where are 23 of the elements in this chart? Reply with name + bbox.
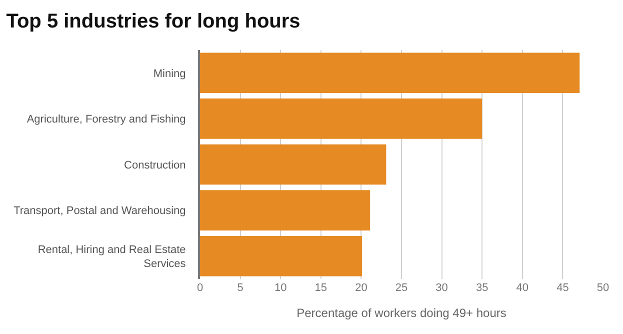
- x-tick-label: 25: [395, 282, 408, 294]
- y-tick-label: Mining: [153, 68, 186, 80]
- x-tick-label: 15: [314, 282, 328, 294]
- bar: [200, 236, 362, 276]
- x-tick-label: 20: [355, 282, 368, 294]
- x-tick-label: 35: [476, 282, 488, 294]
- bar: [200, 144, 386, 185]
- x-tick-label: 50: [596, 282, 610, 294]
- x-tick-label: 40: [516, 282, 529, 294]
- bar: [200, 52, 580, 94]
- bar: [200, 190, 370, 230]
- x-tick-label: 5: [237, 282, 244, 294]
- y-tick-label: Agriculture, Forestry and Fishing: [26, 114, 186, 126]
- y-tick-label: Rental, Hiring and Real Estate Services: [38, 244, 186, 270]
- x-axis-title: Percentage of workers doing 49+ hours: [296, 306, 506, 320]
- y-tick-label: Transport, Postal and Warehousing: [14, 205, 186, 218]
- bar: [200, 98, 482, 139]
- chart-title: Top 5 industries for long hours: [6, 10, 300, 32]
- x-tick-label: 0: [196, 282, 204, 294]
- x-tick-label: 10: [274, 282, 287, 294]
- x-tick-label: 30: [436, 282, 448, 294]
- y-tick-label: Construction: [124, 159, 186, 172]
- x-tick-label: 45: [556, 282, 569, 294]
